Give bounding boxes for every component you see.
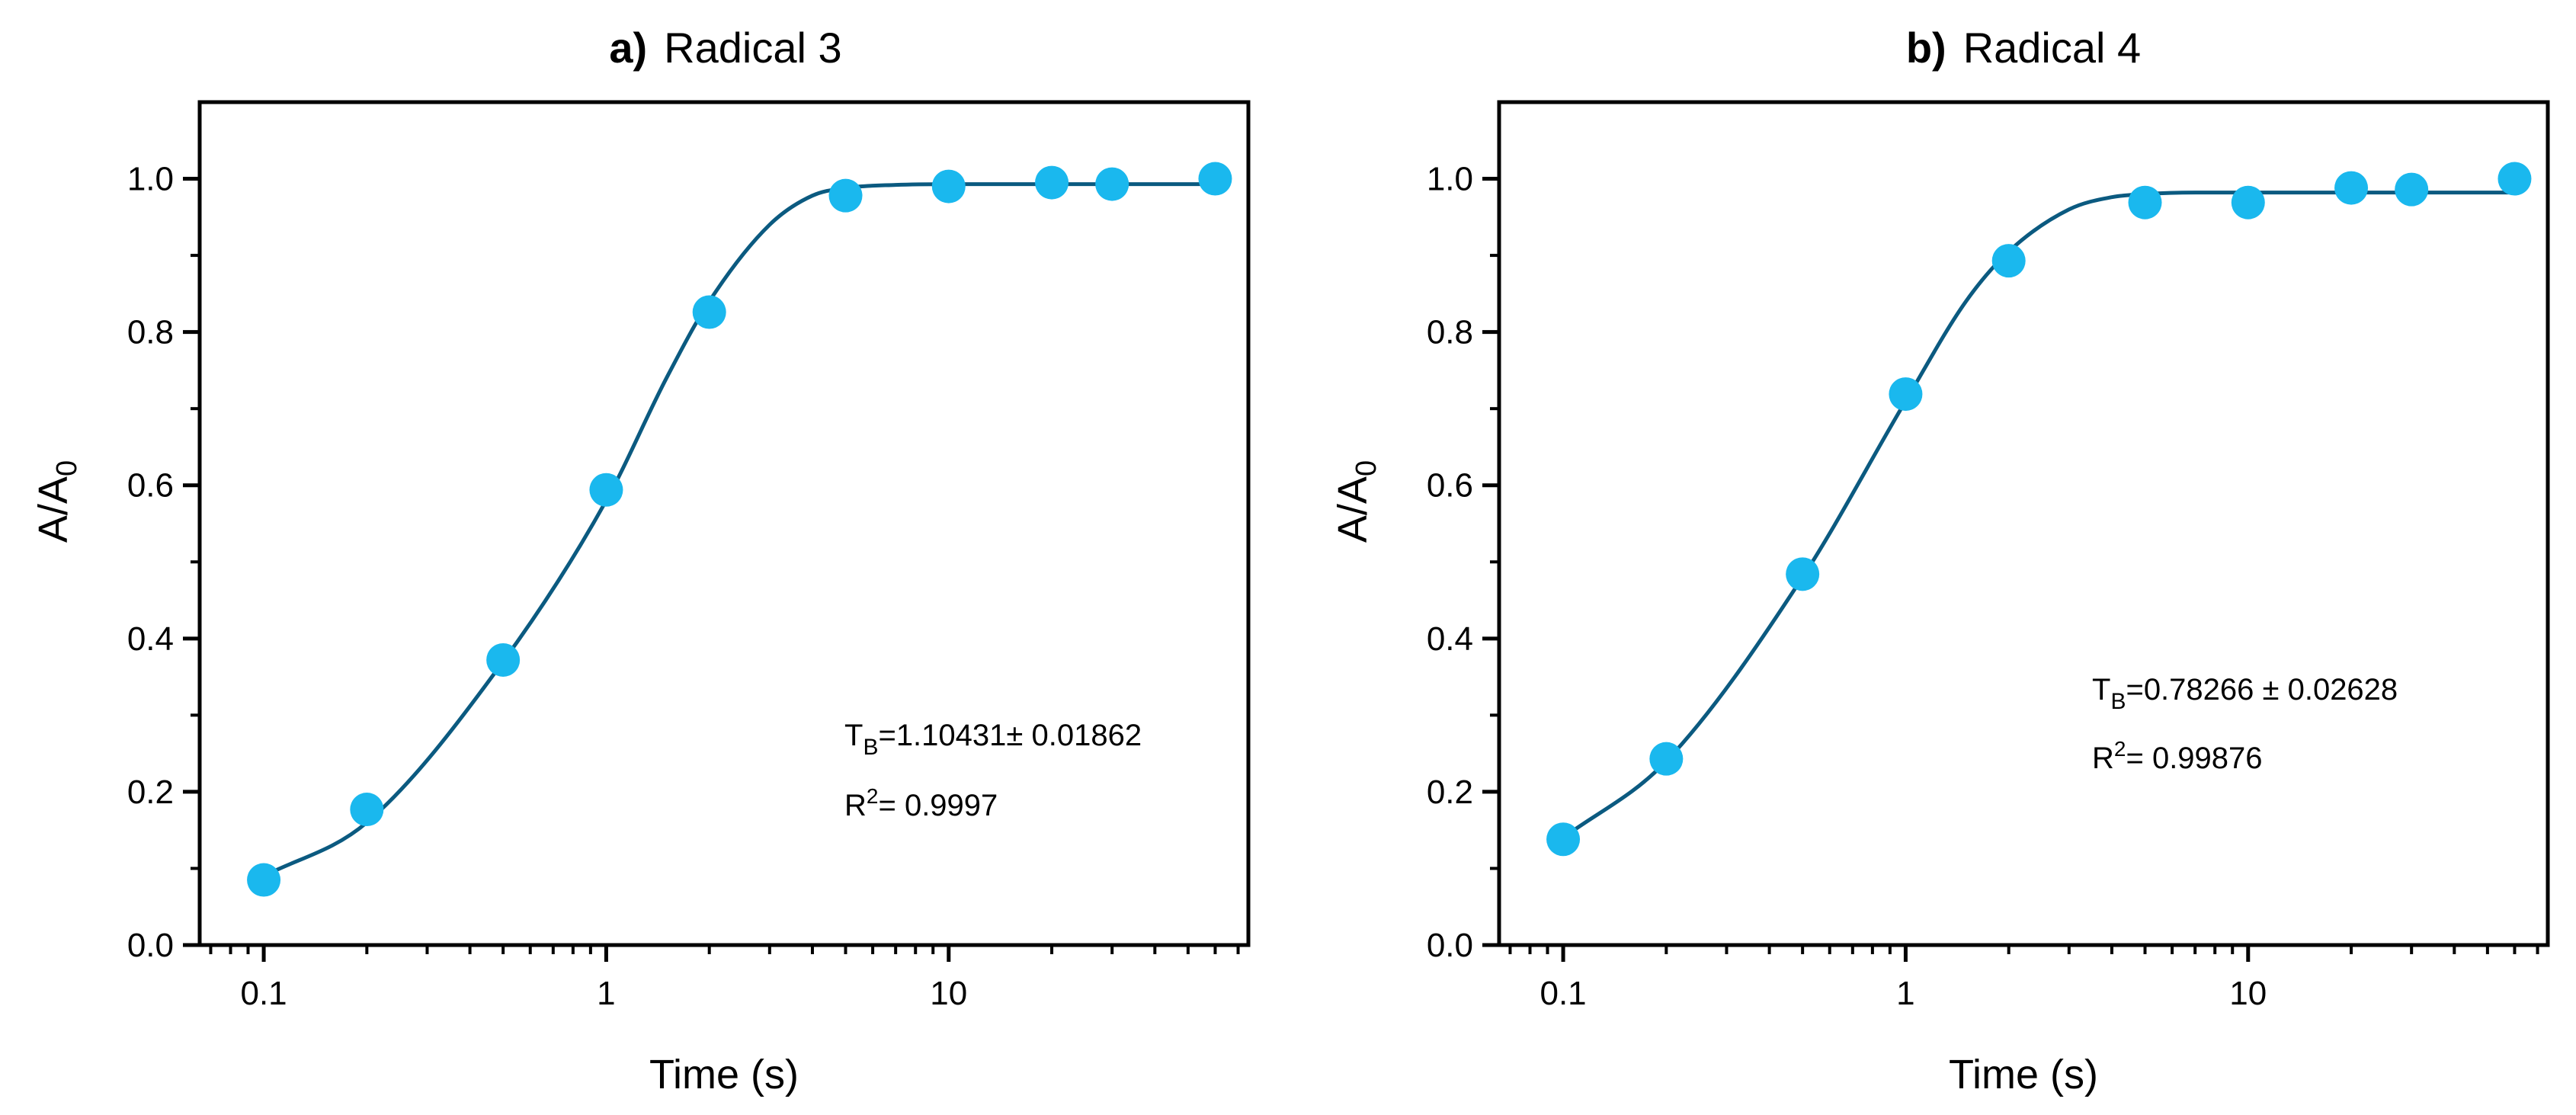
x-tick-label: 1 <box>1896 975 1914 1012</box>
fit-curve-layer <box>262 182 1216 878</box>
chart-title: a) Radical 3 <box>609 24 841 72</box>
data-point <box>828 178 863 213</box>
y-axis-label: A/A0 <box>1330 460 1383 543</box>
axis-ticks: 0.0 0.2 0.4 0.6 0.8 1.0 0.1 1 10 <box>127 161 1240 1012</box>
fit-curve <box>262 182 1216 878</box>
chart-panel-b: b) Radical 4 0.0 0.2 0.4 0.6 0.8 1.0 0.1 1 10 Tim… <box>1330 24 2550 1097</box>
y-axis-label: A/A0 <box>30 460 83 543</box>
tb-annotation: TB=1.10431± 0.01862 <box>844 719 1142 760</box>
r2-superscript: 2 <box>867 784 879 808</box>
chart-panel-a: a) Radical 3 0.0 0.2 0.4 0.6 0.8 1.0 0.1 1 10 Tim… <box>30 24 1251 1097</box>
tb-value: =1.10431± 0.01862 <box>878 719 1142 752</box>
x-axis-label: Time (s) <box>649 1052 799 1097</box>
data-point <box>2128 185 2162 219</box>
tb-symbol: T <box>2092 673 2110 706</box>
y-tick-label: 0.0 <box>1427 927 1473 964</box>
panel-title: Radical 3 <box>664 24 841 72</box>
tb-value: =0.78266 ± 0.02628 <box>2126 673 2398 706</box>
plot-frame <box>1497 100 2550 947</box>
x-tick-label: 0.1 <box>240 975 287 1012</box>
r2-superscript: 2 <box>2114 737 2126 761</box>
y-tick-label: 0.6 <box>127 467 174 505</box>
data-point <box>1991 244 2026 278</box>
r2-symbol: R <box>844 789 867 822</box>
y-axis-label-subscript: 0 <box>51 460 83 476</box>
data-point <box>2231 185 2265 219</box>
y-axis-label-main: A/A <box>1330 476 1376 543</box>
y-axis-label-subscript: 0 <box>1350 460 1383 476</box>
plot-frame <box>197 100 1251 947</box>
r2-value: = 0.99876 <box>2126 742 2262 775</box>
tb-subscript: B <box>2110 689 2126 714</box>
data-points-layer <box>247 162 1232 897</box>
data-point <box>2334 171 2369 205</box>
panel-title: Radical 4 <box>1963 24 2141 72</box>
r2-symbol: R <box>2092 742 2114 775</box>
data-points-layer <box>1546 162 2532 857</box>
y-tick-label: 0.8 <box>127 314 174 351</box>
x-tick-label: 10 <box>930 975 967 1012</box>
tb-symbol: T <box>844 719 863 752</box>
tb-subscript: B <box>863 735 878 760</box>
data-point <box>931 169 966 203</box>
data-point <box>1198 162 1232 196</box>
chart-title: b) Radical 4 <box>1906 24 2141 72</box>
y-tick-label: 1.0 <box>127 161 174 198</box>
r2-annotation: R2= 0.9997 <box>844 784 998 822</box>
data-point <box>1889 377 1923 412</box>
data-point <box>692 295 726 329</box>
r2-value: = 0.9997 <box>878 789 998 822</box>
x-tick-label: 0.1 <box>1540 975 1586 1012</box>
data-point <box>1649 742 1684 776</box>
data-point <box>350 793 384 827</box>
panel-letter: a) <box>609 24 647 72</box>
data-point <box>486 642 521 677</box>
fit-curve <box>1562 191 2515 840</box>
y-axis-label-main: A/A <box>30 476 76 543</box>
data-point <box>1546 822 1581 857</box>
y-tick-label: 0.0 <box>127 927 174 964</box>
y-tick-label: 0.2 <box>1427 774 1473 811</box>
data-point <box>1095 167 1129 201</box>
axis-ticks: 0.0 0.2 0.4 0.6 0.8 1.0 0.1 1 10 <box>1427 161 2539 1012</box>
panel-letter: b) <box>1906 24 1946 72</box>
data-point <box>2498 162 2532 196</box>
x-tick-label: 1 <box>597 975 615 1012</box>
x-axis-label: Time (s) <box>1949 1052 2098 1097</box>
y-tick-label: 0.6 <box>1427 467 1473 505</box>
data-point <box>1035 165 1069 200</box>
data-point <box>2395 172 2429 207</box>
data-point <box>589 473 623 507</box>
y-tick-label: 0.8 <box>1427 314 1473 351</box>
fit-curve-layer <box>1562 191 2515 840</box>
y-tick-label: 0.2 <box>127 774 174 811</box>
data-point <box>247 863 281 897</box>
y-tick-label: 1.0 <box>1427 161 1473 198</box>
r2-annotation: R2= 0.99876 <box>2092 737 2263 775</box>
y-tick-label: 0.4 <box>1427 620 1473 658</box>
y-tick-label: 0.4 <box>127 620 174 658</box>
data-point <box>1786 557 1820 591</box>
x-tick-label: 10 <box>2229 975 2267 1012</box>
tb-annotation: TB=0.78266 ± 0.02628 <box>2092 673 2398 714</box>
